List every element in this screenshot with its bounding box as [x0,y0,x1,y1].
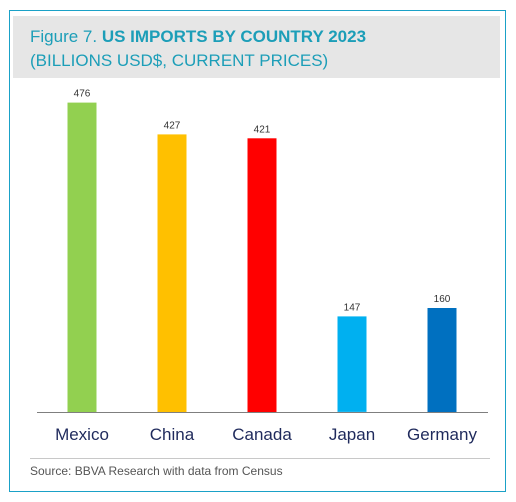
bar-china [157,134,187,412]
data-label-mexico: 476 [74,89,91,100]
figure-heading: Figure 7. US IMPORTS BY COUNTRY 2023 [30,26,366,48]
data-label-china: 427 [164,120,181,131]
category-label-mexico: Mexico [55,425,109,444]
source-divider [30,458,490,459]
data-label-germany: 160 [434,294,451,305]
figure-number: Figure 7. [30,27,98,46]
category-label-japan: Japan [329,425,375,444]
title-band: Figure 7. US IMPORTS BY COUNTRY 2023 (BI… [13,16,500,78]
category-label-china: China [150,425,195,444]
figure-subtitle: (BILLIONS USD$, CURRENT PRICES) [30,51,329,70]
data-label-canada: 421 [254,124,271,135]
bar-germany [427,308,457,412]
category-label-germany: Germany [407,425,477,444]
category-label-canada: Canada [232,425,292,444]
figure-title: US IMPORTS BY COUNTRY 2023 [101,27,367,46]
source-note: Source: BBVA Research with data from Cen… [30,464,283,478]
data-label-japan: 147 [344,302,361,313]
bar-canada [247,138,277,413]
bar-japan [337,316,367,412]
bar-mexico [67,102,97,412]
